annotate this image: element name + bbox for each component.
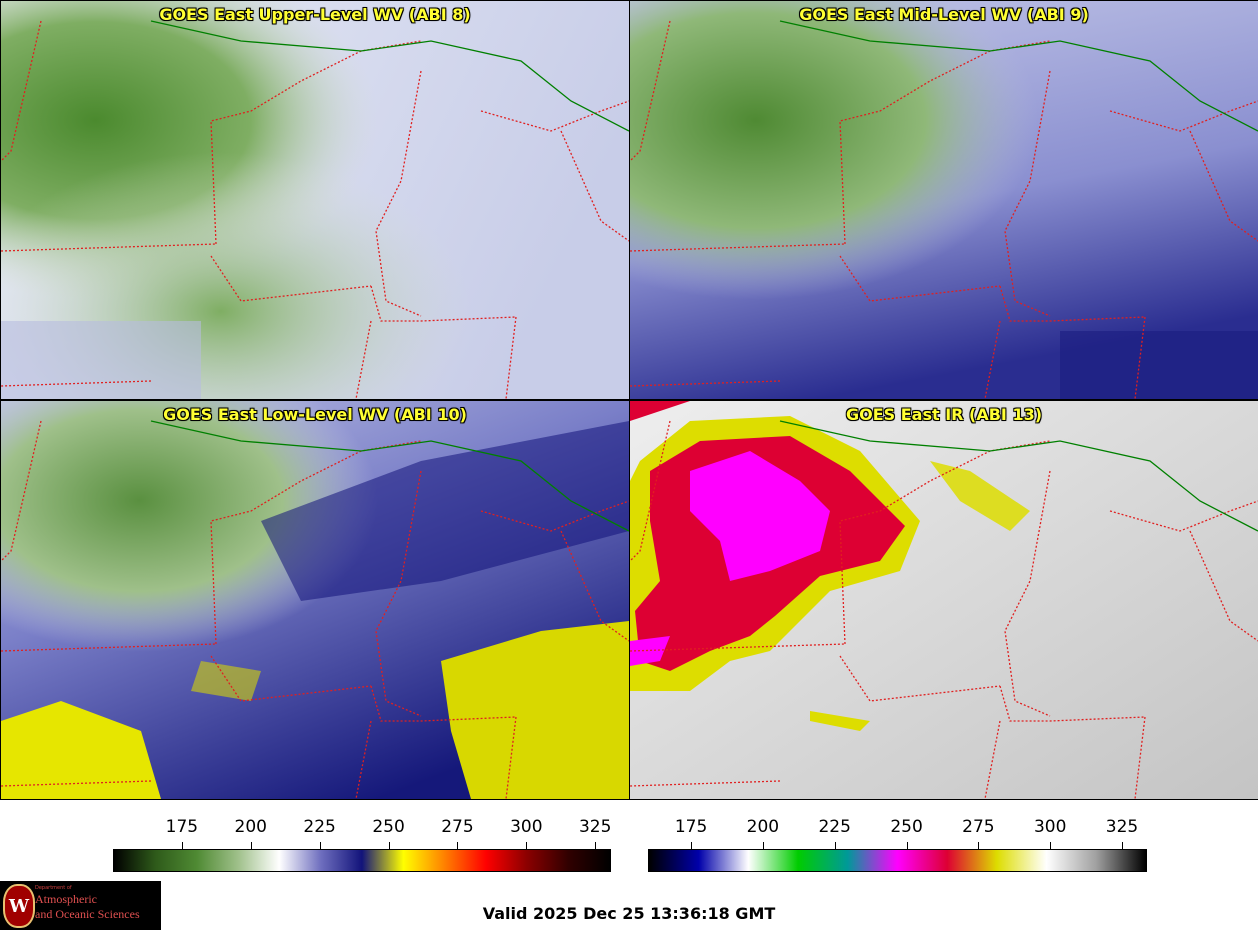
tick-mark-wv bbox=[457, 842, 458, 849]
uw-seal-icon: W bbox=[3, 884, 35, 928]
tick-mark-ir bbox=[835, 842, 836, 849]
tick-label-ir: 250 bbox=[890, 817, 923, 837]
panel-title: GOES East Upper-Level WV (ABI 8) bbox=[159, 5, 471, 24]
border-overlay-ir bbox=[630, 420, 1258, 799]
border-overlay-upper bbox=[1, 20, 629, 399]
tick-label-wv: 275 bbox=[441, 817, 474, 837]
tick-mark-wv bbox=[595, 842, 596, 849]
tick-mark-wv bbox=[182, 842, 183, 849]
tick-label-ir: 300 bbox=[1033, 817, 1067, 837]
panel-title: GOES East Mid-Level WV (ABI 9) bbox=[799, 5, 1089, 24]
tick-label-ir: 175 bbox=[674, 817, 708, 837]
tick-mark-wv bbox=[389, 842, 390, 849]
valid-time: Valid 2025 Dec 25 13:36:18 GMT bbox=[482, 904, 776, 923]
tick-mark-ir bbox=[1122, 842, 1123, 849]
tick-label-wv: 200 bbox=[234, 817, 267, 837]
logo-line1: Atmospheric bbox=[35, 892, 97, 906]
satellite-image-upper bbox=[1, 1, 629, 399]
panel-low-level-wv: GOES East Low-Level WV (ABI 10) bbox=[0, 400, 630, 800]
border-overlay-mid bbox=[630, 20, 1258, 399]
panel-title: GOES East IR (ABI 13) bbox=[845, 405, 1043, 424]
tick-mark-wv bbox=[251, 842, 252, 849]
colorbar-wv bbox=[113, 849, 611, 872]
panel-ir: GOES East IR (ABI 13) bbox=[629, 400, 1258, 800]
tick-mark-ir bbox=[691, 842, 692, 849]
logo-dept-text: Department of bbox=[35, 885, 72, 891]
border-overlay-low bbox=[1, 420, 629, 799]
panel-upper-level-wv: GOES East Upper-Level WV (ABI 8) bbox=[0, 0, 630, 400]
tick-label-wv: 250 bbox=[372, 817, 405, 837]
colorbar-ir bbox=[648, 849, 1147, 872]
satellite-image-low bbox=[1, 401, 629, 799]
logo-line2: and Oceanic Sciences bbox=[35, 907, 140, 921]
tick-label-wv: 225 bbox=[303, 817, 336, 837]
panel-title: GOES East Low-Level WV (ABI 10) bbox=[163, 405, 467, 424]
tick-mark-ir bbox=[907, 842, 908, 849]
panel-mid-level-wv: GOES East Mid-Level WV (ABI 9) bbox=[629, 0, 1258, 400]
tick-label-ir: 275 bbox=[962, 817, 995, 837]
tick-label-ir: 225 bbox=[818, 817, 851, 837]
tick-mark-ir bbox=[763, 842, 764, 849]
aos-logo: W Department of Atmospheric and Oceanic … bbox=[0, 881, 161, 930]
tick-label-ir: 325 bbox=[1105, 817, 1139, 837]
tick-mark-wv bbox=[526, 842, 527, 849]
satellite-image-ir bbox=[630, 401, 1258, 799]
tick-mark-ir bbox=[1050, 842, 1051, 849]
tick-mark-wv bbox=[320, 842, 321, 849]
tick-label-wv: 300 bbox=[510, 817, 543, 837]
tick-label-wv: 325 bbox=[578, 817, 612, 837]
tick-mark-ir bbox=[978, 842, 979, 849]
satellite-image-mid bbox=[630, 1, 1258, 399]
tick-label-wv: 175 bbox=[165, 817, 199, 837]
tick-label-ir: 200 bbox=[746, 817, 780, 837]
